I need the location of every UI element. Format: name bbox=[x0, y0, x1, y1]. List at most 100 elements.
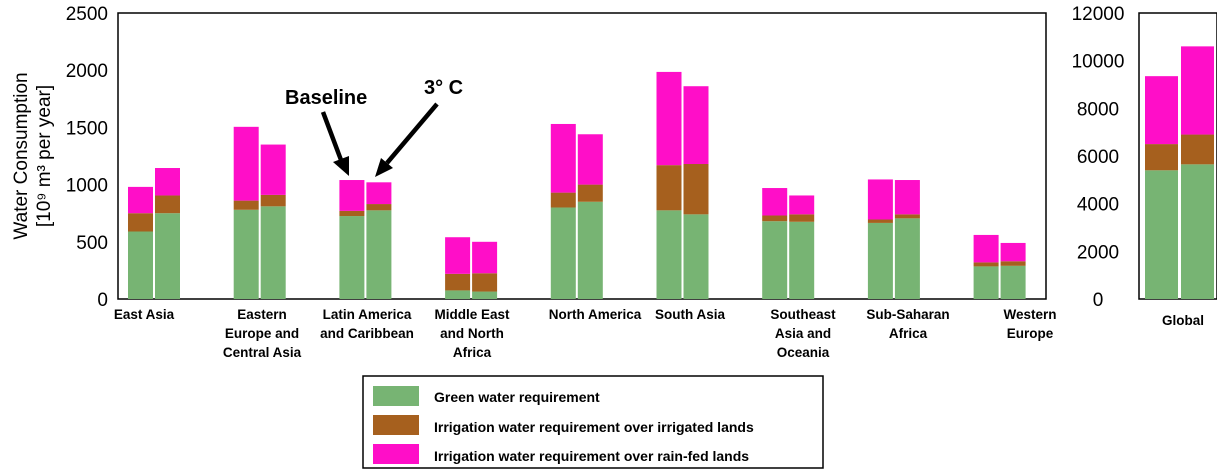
category-label-7-line-0: Sub-Saharan bbox=[866, 307, 949, 322]
y-tick-left-1: 500 bbox=[76, 233, 108, 254]
annotation-3c: 3° C bbox=[424, 77, 463, 99]
region-bar-7-3c-brown bbox=[895, 214, 920, 218]
legend-label-magenta: Irrigation water requirement over rain-f… bbox=[434, 448, 749, 464]
region-bar-8-3c-brown bbox=[1001, 261, 1026, 266]
region-bar-0-baseline-brown bbox=[128, 213, 153, 231]
region-bar-6-baseline-green bbox=[762, 221, 787, 299]
region-bar-2-3c-brown bbox=[366, 204, 391, 210]
region-bar-0-baseline-green bbox=[128, 232, 153, 299]
region-bar-0-3c-green bbox=[155, 213, 180, 299]
region-bar-6-baseline-brown bbox=[762, 215, 787, 221]
category-label-3-line-1: and North bbox=[440, 326, 504, 341]
region-bar-3-3c-green bbox=[472, 292, 497, 299]
region-bar-1-baseline-brown bbox=[234, 201, 259, 210]
region-bar-6-baseline-magenta bbox=[762, 188, 787, 215]
region-bar-5-3c-magenta bbox=[684, 86, 709, 164]
y-tick-left-4: 2000 bbox=[66, 61, 108, 82]
annotation-baseline: Baseline bbox=[285, 87, 367, 109]
y-tick-right-4: 8000 bbox=[1077, 99, 1119, 120]
region-bar-5-3c-green bbox=[684, 214, 709, 299]
category-label-global: Global bbox=[1162, 313, 1204, 328]
global-bar-0-3c-green bbox=[1181, 164, 1214, 299]
y-axis-units-label: [10⁹ m³ per year] bbox=[34, 85, 55, 227]
y-axis-label: Water Consumption bbox=[11, 72, 32, 239]
region-bar-8-baseline-green bbox=[974, 266, 999, 299]
region-bar-4-baseline-green bbox=[551, 207, 576, 299]
legend-label-green: Green water requirement bbox=[434, 389, 600, 405]
region-bar-1-3c-brown bbox=[261, 195, 286, 206]
category-label-0-line-0: East Asia bbox=[114, 307, 175, 322]
category-label-2-line-1: and Caribbean bbox=[320, 326, 414, 341]
y-tick-left-5: 2500 bbox=[66, 4, 108, 25]
region-bar-2-baseline-brown bbox=[339, 211, 364, 216]
region-bar-3-baseline-brown bbox=[445, 274, 470, 291]
region-bar-7-baseline-magenta bbox=[868, 179, 893, 219]
legend-label-brown: Irrigation water requirement over irriga… bbox=[434, 419, 754, 435]
region-bar-1-baseline-green bbox=[234, 210, 259, 299]
category-label-5-line-0: South Asia bbox=[655, 307, 725, 322]
y-tick-left-2: 1000 bbox=[66, 176, 108, 197]
region-bar-7-baseline-green bbox=[868, 223, 893, 299]
region-bar-0-3c-brown bbox=[155, 195, 180, 213]
category-label-6-line-2: Oceania bbox=[777, 345, 830, 360]
bars-layer bbox=[128, 72, 1026, 299]
category-label-7-line-1: Africa bbox=[889, 326, 928, 341]
region-bar-3-baseline-magenta bbox=[445, 237, 470, 274]
region-bar-4-3c-brown bbox=[578, 185, 603, 202]
region-bar-5-baseline-brown bbox=[657, 165, 682, 210]
region-bar-7-3c-green bbox=[895, 218, 920, 299]
category-label-8-line-0: Western bbox=[1003, 307, 1056, 322]
category-label-1-line-1: Europe and bbox=[225, 326, 299, 341]
region-bar-6-3c-brown bbox=[789, 214, 814, 221]
region-bar-8-baseline-magenta bbox=[974, 235, 999, 262]
category-label-1-line-2: Central Asia bbox=[223, 345, 302, 360]
legend: Green water requirement Irrigation water… bbox=[363, 376, 823, 468]
region-bar-3-baseline-green bbox=[445, 290, 470, 299]
category-label-6-line-1: Asia and bbox=[775, 326, 831, 341]
y-tick-right-2: 4000 bbox=[1077, 195, 1119, 216]
global-bar-0-3c-magenta bbox=[1181, 46, 1214, 134]
global-bar-0-baseline-brown bbox=[1145, 144, 1178, 170]
y-tick-left-0: 0 bbox=[97, 290, 108, 311]
y-tick-left-3: 1500 bbox=[66, 118, 108, 139]
legend-swatch-brown bbox=[373, 415, 419, 435]
region-bar-2-3c-green bbox=[366, 210, 391, 299]
y-tick-right-1: 2000 bbox=[1077, 242, 1119, 263]
region-bar-4-3c-magenta bbox=[578, 134, 603, 184]
region-bar-2-3c-magenta bbox=[366, 182, 391, 204]
region-bar-6-3c-magenta bbox=[789, 195, 814, 214]
region-bar-8-3c-magenta bbox=[1001, 243, 1026, 261]
global-bar-0-baseline-magenta bbox=[1145, 76, 1178, 144]
region-bar-4-baseline-magenta bbox=[551, 124, 576, 193]
y-tick-right-3: 6000 bbox=[1077, 147, 1119, 168]
region-bar-1-baseline-magenta bbox=[234, 127, 259, 201]
y-tick-right-6: 12000 bbox=[1072, 4, 1125, 25]
legend-swatch-green bbox=[373, 386, 419, 406]
global-bars-layer bbox=[1145, 46, 1214, 299]
region-bar-4-baseline-brown bbox=[551, 193, 576, 208]
region-bar-5-baseline-green bbox=[657, 210, 682, 299]
region-bar-4-3c-green bbox=[578, 202, 603, 299]
annotation-arrow-3c bbox=[375, 104, 437, 177]
category-label-2-line-0: Latin America bbox=[323, 307, 412, 322]
region-bar-6-3c-green bbox=[789, 222, 814, 299]
region-bar-1-3c-green bbox=[261, 206, 286, 299]
category-label-3-line-0: Middle East bbox=[434, 307, 510, 322]
category-label-6-line-0: Southeast bbox=[770, 307, 836, 322]
region-bar-1-3c-magenta bbox=[261, 145, 286, 195]
annotation-arrow-baseline bbox=[323, 112, 349, 176]
y-tick-right-5: 10000 bbox=[1072, 52, 1125, 73]
region-bar-3-3c-brown bbox=[472, 273, 497, 291]
region-bar-2-baseline-green bbox=[339, 216, 364, 299]
region-bar-2-baseline-magenta bbox=[339, 180, 364, 211]
category-labels-layer: East Asia Eastern Europe and Central Asia La… bbox=[114, 307, 1204, 360]
global-bar-0-3c-brown bbox=[1181, 135, 1214, 165]
global-bar-0-baseline-green bbox=[1145, 170, 1178, 299]
category-label-1-line-0: Eastern bbox=[237, 307, 287, 322]
region-bar-7-baseline-brown bbox=[868, 219, 893, 222]
region-bar-0-baseline-magenta bbox=[128, 187, 153, 213]
category-label-4-line-0: North America bbox=[549, 307, 642, 322]
category-label-3-line-2: Africa bbox=[453, 345, 492, 360]
region-bar-8-3c-green bbox=[1001, 266, 1026, 299]
